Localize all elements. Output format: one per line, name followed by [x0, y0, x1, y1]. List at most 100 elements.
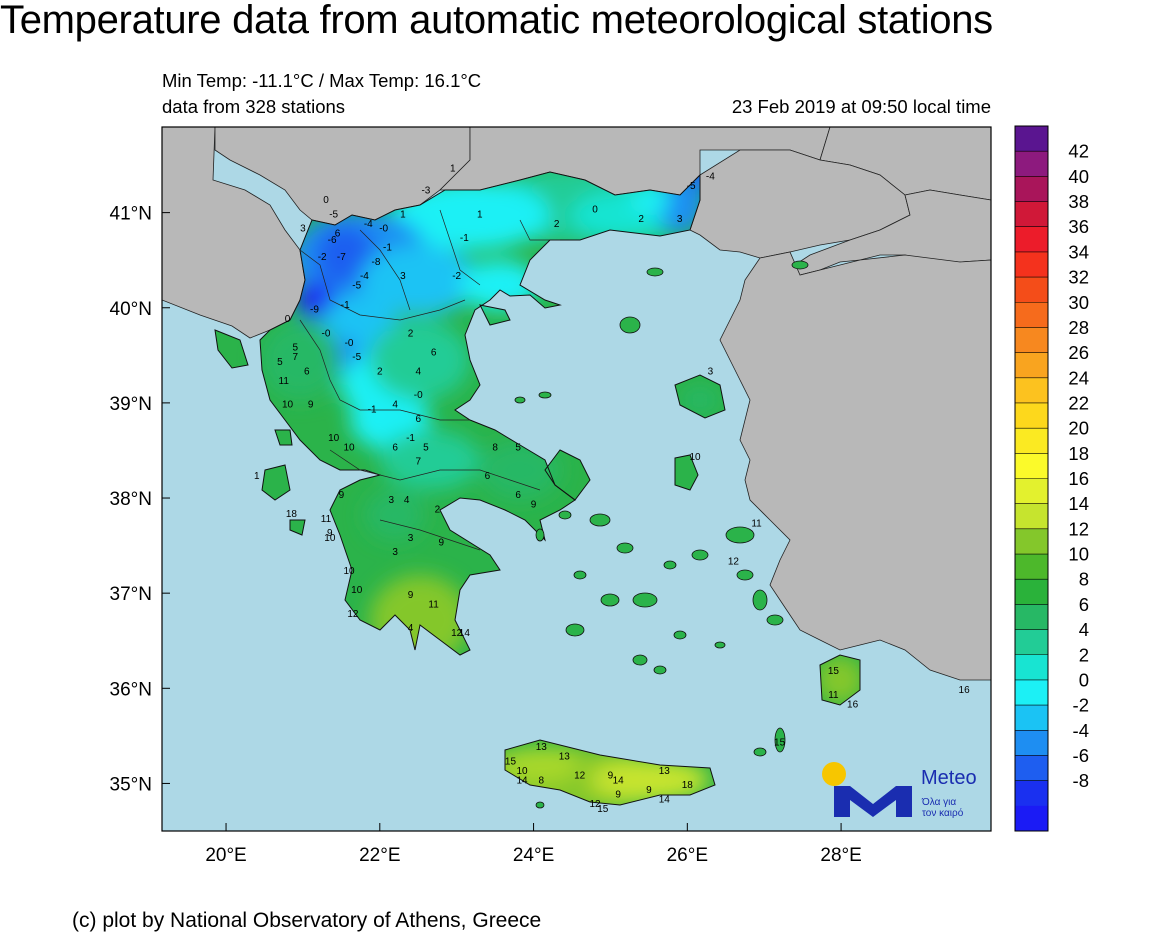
temperature-range: Min Temp: -11.1°C / Max Temp: 16.1°C	[162, 70, 482, 91]
colorbar-segment	[1015, 226, 1048, 253]
colorbar-segment	[1015, 277, 1048, 303]
station-reading: 11	[751, 519, 762, 530]
colorbar-label: 36	[1068, 216, 1089, 237]
station-reading: 2	[408, 328, 414, 339]
colorbar-segment	[1015, 579, 1048, 605]
station-reading: 6	[515, 490, 521, 501]
colorbar-label: 38	[1068, 191, 1089, 212]
station-reading: 3	[677, 214, 683, 225]
station-reading: 14	[516, 775, 528, 786]
station-count: data from 328 stations	[162, 96, 346, 117]
station-reading: -5	[352, 352, 361, 363]
colorbar-segment	[1015, 554, 1048, 580]
colorbar-segment	[1015, 151, 1048, 177]
station-readings: 1-30-53 6-6-2 -7-4 -0-1-8-4-53-9 -10-055 76-0…	[254, 164, 970, 815]
station-reading: 0	[285, 314, 291, 325]
colorbar-segment	[1015, 402, 1048, 429]
colorbar-label: 40	[1068, 166, 1089, 187]
station-reading: 2	[638, 214, 644, 225]
station-reading: 1	[400, 209, 406, 220]
colorbar-label: -6	[1073, 745, 1089, 766]
colorbar-segment	[1015, 302, 1048, 328]
station-reading: -5	[687, 181, 696, 192]
aegean-islands	[514, 260, 809, 809]
station-reading: 16	[847, 699, 859, 710]
station-reading: 11	[428, 599, 439, 610]
colorbar-segment	[1015, 453, 1048, 479]
station-reading: 7	[292, 352, 298, 363]
lat-tick-label: 40°N	[110, 299, 152, 320]
station-reading: 3	[392, 547, 398, 558]
colorbar-label: 42	[1068, 141, 1089, 162]
station-reading: 12	[574, 771, 586, 782]
station-reading: 9	[646, 785, 652, 796]
station-reading: 10	[343, 442, 355, 453]
colorbar-segment	[1015, 478, 1048, 505]
colorbar-label: 20	[1068, 418, 1089, 439]
station-reading: 15	[774, 737, 786, 748]
logo-name: Meteo	[921, 767, 977, 789]
colorbar-label: 26	[1068, 342, 1089, 363]
station-reading: 6	[431, 347, 437, 358]
station-reading: 1	[254, 471, 260, 482]
lon-tick-label: 26°E	[667, 845, 708, 866]
longitude-axis: 20°E 22°E 24°E 26°E 28°E	[205, 823, 862, 866]
station-reading: 6	[335, 228, 341, 239]
colorbar-label: 4	[1079, 619, 1089, 640]
station-reading: 2	[377, 366, 383, 377]
station-reading: 9	[615, 790, 621, 801]
station-reading: -5	[352, 281, 361, 292]
station-reading: 5	[423, 442, 429, 453]
map-title: Temperature data from automatic meteorol…	[0, 0, 993, 42]
colorbar-label: -4	[1073, 720, 1089, 741]
station-reading: 11	[828, 690, 839, 701]
colorbar-segment	[1015, 654, 1048, 681]
station-reading: 10	[351, 585, 363, 596]
lon-tick-label: 22°E	[359, 845, 400, 866]
station-reading: 3	[708, 366, 714, 377]
colorbar-segment	[1015, 428, 1048, 454]
station-reading: 2	[435, 504, 441, 515]
colorbar-label: 22	[1068, 392, 1089, 413]
colorbar-segment	[1015, 755, 1048, 782]
station-reading: 12	[451, 628, 463, 639]
lat-tick-label: 37°N	[110, 584, 152, 605]
station-reading: 4	[408, 623, 414, 634]
observation-time: 23 Feb 2019 at 09:50 local time	[731, 96, 991, 117]
station-reading: 3	[300, 224, 306, 235]
credit-line: (c) plot by National Observatory of Athe…	[72, 909, 542, 932]
colorbar-segment	[1015, 176, 1048, 203]
colorbar-label: 6	[1079, 594, 1089, 615]
colorbar-label: 14	[1068, 493, 1089, 514]
station-reading: -1	[368, 404, 377, 415]
station-reading: 2	[554, 219, 560, 230]
station-reading: 6	[392, 442, 398, 453]
colorbar-label: -2	[1073, 695, 1089, 716]
colorbar-segment	[1015, 528, 1048, 555]
colorbar-label: 32	[1068, 267, 1089, 288]
coastlines	[214, 171, 861, 806]
station-reading: 9	[327, 528, 333, 539]
station-reading: 4	[404, 495, 410, 506]
station-reading: -4	[364, 219, 373, 230]
colorbar-segment	[1015, 327, 1048, 354]
station-reading: -1	[406, 433, 415, 444]
station-reading: 3	[400, 271, 406, 282]
station-reading: -4	[360, 271, 369, 282]
station-reading: 9	[608, 771, 614, 782]
station-reading: 10	[324, 533, 336, 544]
anatolia-land	[719, 251, 991, 681]
station-reading: -8	[372, 257, 381, 268]
colorbar-label: 28	[1068, 317, 1089, 338]
colorbar-label: -8	[1073, 770, 1089, 791]
station-reading: 0	[592, 205, 598, 216]
lon-tick-label: 24°E	[513, 845, 554, 866]
station-reading: -2	[318, 252, 327, 263]
colorbar-label: 34	[1068, 241, 1089, 262]
station-reading: -2	[452, 271, 461, 282]
station-reading: 6	[415, 414, 421, 425]
station-reading: 10	[343, 566, 355, 577]
logo-sun-icon	[822, 762, 846, 786]
station-reading: 6	[304, 366, 310, 377]
region-borders	[299, 209, 560, 551]
